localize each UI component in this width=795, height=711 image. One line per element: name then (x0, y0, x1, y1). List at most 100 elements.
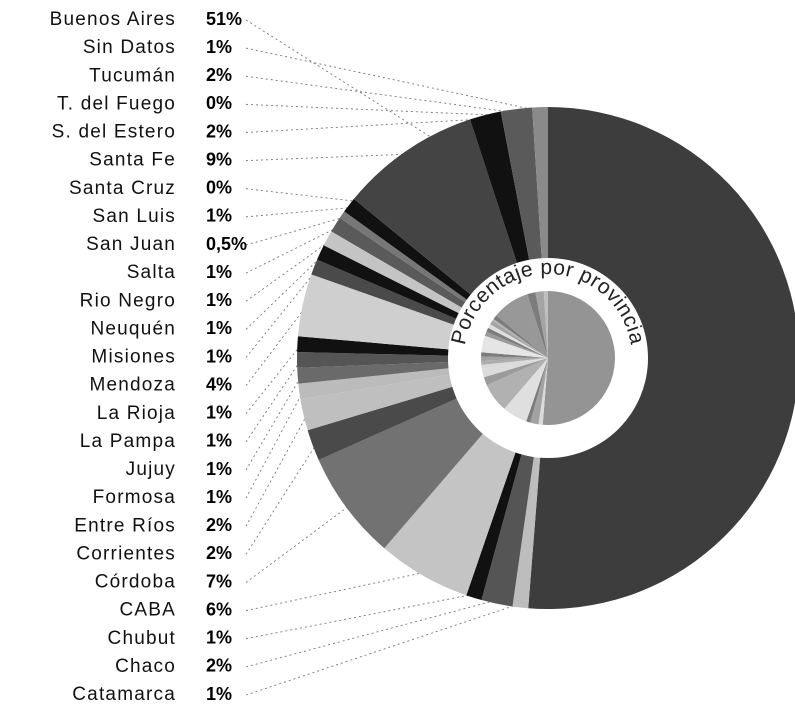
value-label: 1% (206, 684, 232, 704)
inner-slice (496, 294, 548, 358)
category-label: Chubut (108, 628, 176, 649)
inner-slice (486, 358, 548, 409)
leader-line (245, 390, 304, 499)
value-label: 1% (206, 206, 232, 226)
inner-slice (484, 331, 548, 358)
value-label: 2% (206, 121, 232, 141)
category-label: Santa Cruz (69, 178, 176, 199)
slice (297, 352, 548, 368)
leader-line (245, 75, 517, 114)
value-label: 1% (206, 487, 232, 507)
leader-line (245, 599, 498, 668)
category-label: Formosa (93, 487, 176, 508)
leader-line (245, 216, 346, 246)
inner-slice (483, 358, 548, 386)
category-label: Misiones (91, 347, 176, 368)
category-label: Mendoza (89, 375, 176, 396)
value-label: 4% (206, 374, 232, 394)
value-label: 51% (206, 9, 242, 29)
value-label: 1% (206, 403, 232, 423)
value-label: 1% (206, 628, 232, 648)
category-label: Tucumán (89, 65, 176, 86)
leader-line (245, 413, 308, 527)
inner-slice (481, 358, 548, 365)
leader-line (245, 253, 325, 330)
category-label: Buenos Aires (50, 9, 176, 30)
inner-slice (488, 324, 548, 358)
category-label: S. del Estero (52, 122, 176, 143)
category-label: San Juan (86, 234, 176, 255)
leader-line (245, 593, 476, 640)
leader-line (245, 603, 521, 696)
inner-slice (486, 327, 548, 358)
inner-slice (535, 291, 548, 358)
value-label: 0,5% (206, 234, 247, 254)
value-label: 1% (206, 290, 232, 310)
value-label: 1% (206, 459, 232, 479)
value-label: 0% (206, 93, 232, 113)
category-label: Jujuy (126, 459, 176, 480)
leader-line (245, 505, 351, 583)
inner-slice (527, 292, 548, 358)
value-label: 6% (206, 599, 232, 619)
leader-line (245, 47, 541, 112)
category-label: Santa Fe (89, 150, 176, 171)
inner-slice (481, 352, 548, 358)
category-label: CABA (119, 600, 176, 621)
category-label: Entre Ríos (74, 515, 176, 536)
inner-slice (538, 358, 548, 425)
leader-line (245, 443, 317, 555)
category-label: T. del Fuego (57, 93, 176, 114)
value-label: 2% (206, 65, 232, 85)
inner-slice (526, 358, 548, 423)
category-label: Catamarca (72, 684, 176, 705)
inner-slice (481, 335, 548, 358)
leader-line (245, 118, 487, 133)
inner-slice (481, 356, 548, 361)
category-label: Sin Datos (83, 37, 176, 58)
leader-line (245, 571, 426, 612)
leader-line (245, 359, 302, 443)
leader-line (245, 153, 409, 162)
inner-pie (481, 291, 615, 425)
category-label: Corrientes (76, 543, 176, 564)
inner-slice (493, 315, 548, 358)
category-label: Neuquén (90, 318, 176, 339)
leader-line (245, 344, 302, 415)
value-label: 7% (206, 571, 232, 591)
inner-slice (530, 358, 548, 425)
value-label: 1% (206, 431, 232, 451)
inner-slice (490, 320, 548, 358)
value-label: 9% (206, 149, 232, 169)
category-label: La Pampa (80, 431, 176, 452)
labels: Buenos Aires 51% Sin Datos 1% Tucumán 2% T. de… (50, 9, 247, 705)
slice (528, 107, 795, 609)
inner-slice (481, 358, 548, 378)
leader-line (245, 103, 502, 116)
value-label: 1% (206, 318, 232, 338)
category-label: Salta (127, 262, 176, 283)
leader-line (245, 305, 307, 386)
category-label: Chaco (115, 656, 176, 677)
category-label: San Luis (92, 206, 176, 227)
category-label: La Rioja (97, 403, 176, 424)
leader-line (245, 188, 358, 202)
value-label: 2% (206, 543, 232, 563)
inner-slice (492, 318, 548, 358)
leader-line (245, 207, 353, 218)
value-label: 0% (206, 178, 232, 198)
value-label: 1% (206, 262, 232, 282)
value-label: 1% (206, 37, 232, 57)
inner-slice (504, 358, 548, 422)
value-label: 2% (206, 515, 232, 535)
leader-line (245, 375, 303, 471)
inner-slice (481, 358, 548, 370)
inner-slice (543, 291, 548, 358)
leader-line (245, 226, 339, 274)
leader-line (245, 268, 319, 358)
value-label: 2% (206, 656, 232, 676)
category-label: Rio Negro (80, 290, 176, 311)
value-label: 1% (206, 346, 232, 366)
inner-slice (542, 291, 615, 425)
